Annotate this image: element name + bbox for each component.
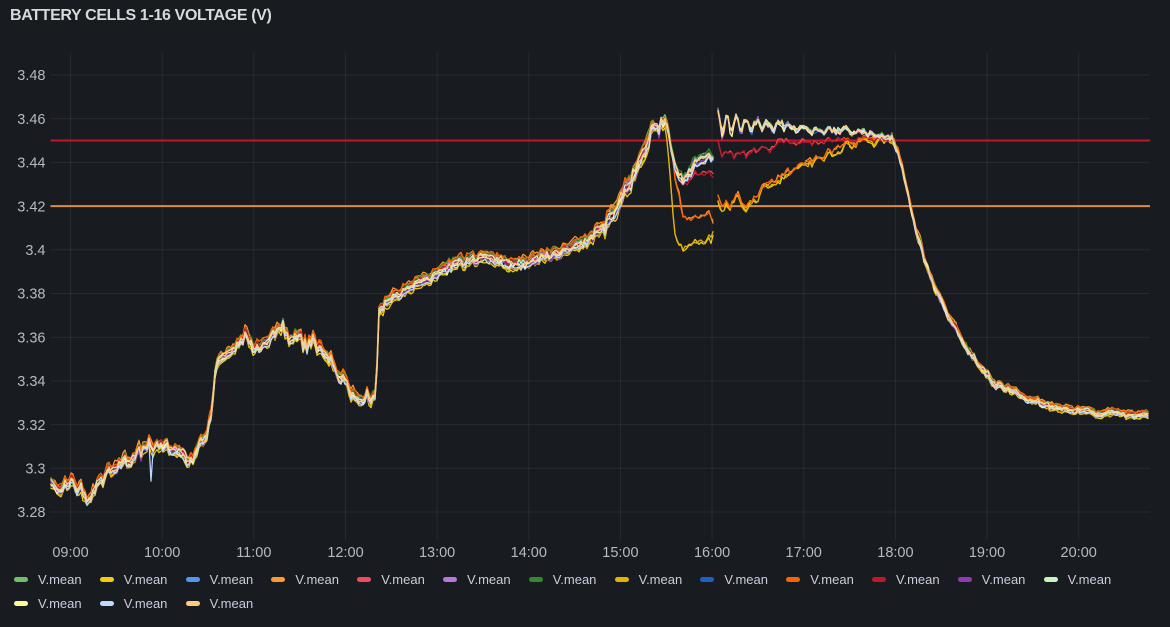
svg-text:3.42: 3.42 — [17, 199, 45, 215]
svg-text:3.38: 3.38 — [17, 287, 45, 303]
svg-text:14:00: 14:00 — [511, 545, 547, 561]
svg-text:3.32: 3.32 — [17, 418, 45, 434]
svg-text:20:00: 20:00 — [1061, 545, 1097, 561]
svg-text:17:00: 17:00 — [786, 545, 822, 561]
svg-text:10:00: 10:00 — [144, 545, 180, 561]
svg-text:3.46: 3.46 — [17, 112, 45, 128]
svg-text:13:00: 13:00 — [419, 545, 455, 561]
svg-text:11:00: 11:00 — [236, 545, 271, 561]
svg-text:16:00: 16:00 — [694, 545, 730, 561]
svg-text:3.3: 3.3 — [25, 462, 45, 478]
svg-text:3.28: 3.28 — [17, 505, 45, 521]
svg-text:3.36: 3.36 — [17, 330, 45, 346]
svg-text:3.44: 3.44 — [17, 156, 45, 172]
svg-text:09:00: 09:00 — [52, 545, 88, 561]
svg-text:19:00: 19:00 — [969, 545, 1005, 561]
svg-text:3.4: 3.4 — [25, 243, 45, 259]
svg-text:18:00: 18:00 — [877, 545, 913, 561]
svg-text:15:00: 15:00 — [602, 545, 638, 561]
svg-text:3.48: 3.48 — [17, 68, 45, 84]
svg-text:12:00: 12:00 — [327, 545, 363, 561]
svg-text:3.34: 3.34 — [17, 374, 45, 390]
